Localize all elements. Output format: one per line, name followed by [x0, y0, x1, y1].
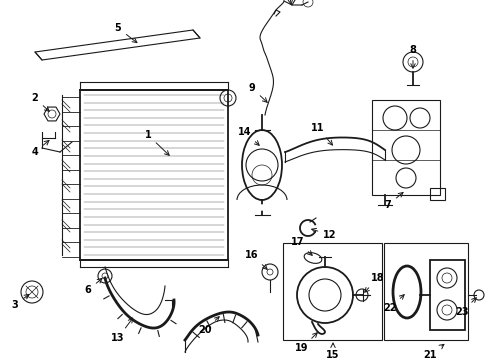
Text: 18: 18: [364, 273, 384, 292]
Text: 7: 7: [384, 193, 402, 210]
Text: 19: 19: [295, 333, 317, 353]
Text: 4: 4: [32, 140, 49, 157]
Text: 3: 3: [12, 294, 29, 310]
Text: 22: 22: [383, 294, 404, 313]
Text: 15: 15: [325, 343, 339, 360]
Text: 23: 23: [454, 298, 475, 317]
Text: 10: 10: [281, 0, 294, 4]
Text: 1: 1: [144, 130, 169, 155]
Text: 20: 20: [198, 317, 219, 335]
Text: 17: 17: [291, 237, 311, 255]
Text: 6: 6: [84, 278, 102, 295]
Text: 8: 8: [409, 45, 416, 68]
Text: 2: 2: [32, 93, 49, 111]
Text: 5: 5: [114, 23, 137, 42]
Text: 16: 16: [245, 250, 266, 269]
Text: 11: 11: [311, 123, 332, 145]
Polygon shape: [240, 205, 282, 210]
Text: 13: 13: [111, 318, 132, 343]
Text: 9: 9: [248, 83, 266, 102]
Text: 14: 14: [238, 127, 259, 145]
Text: 12: 12: [311, 228, 336, 240]
Text: 21: 21: [423, 345, 443, 360]
